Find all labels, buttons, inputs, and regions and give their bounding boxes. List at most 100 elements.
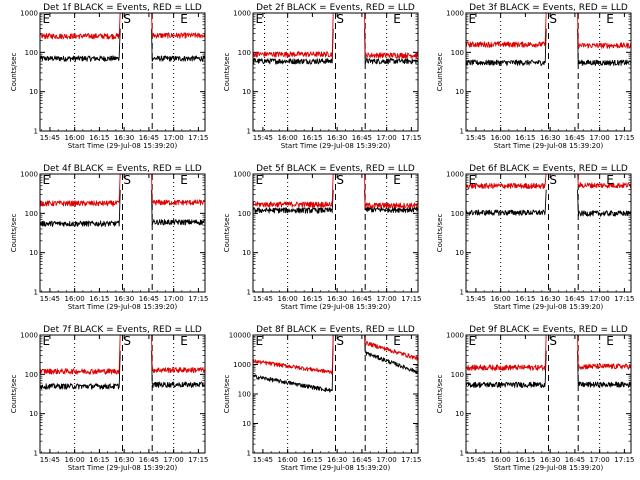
x-tick-label: 17:15	[188, 456, 208, 464]
x-tick-label: 17:00	[377, 134, 397, 142]
y-axis-label: Counts/sec	[10, 214, 18, 253]
detector-panel-4: Det 4f BLACK = Events, RED = LLD Counts/s…	[10, 164, 208, 311]
event-marker: S	[123, 334, 131, 348]
event-marker: S	[549, 334, 557, 348]
x-tick-label: 15:45	[466, 295, 486, 303]
y-tick-label: 10000	[229, 332, 251, 340]
x-tick-label: 16:30	[114, 456, 134, 464]
y-tick-label: 100	[25, 210, 38, 218]
plot-frame	[465, 173, 632, 293]
panel-title: Det 3f BLACK = Events, RED = LLD	[469, 3, 628, 13]
y-tick-label: 10	[29, 249, 38, 257]
event-marker: E	[468, 12, 476, 26]
plot-frame	[465, 12, 632, 132]
series-line-events	[40, 350, 205, 390]
x-axis-label: Start Time (29-Jul-08 15:39:20)	[281, 303, 391, 311]
event-marker: S	[336, 173, 344, 187]
series-line-lld	[40, 13, 205, 40]
event-marker: E	[255, 12, 263, 26]
y-tick-label: 1	[460, 450, 464, 458]
x-axis-label: Start Time (29-Jul-08 15:39:20)	[494, 303, 604, 311]
y-tick-label: 1000	[20, 171, 38, 179]
y-axis-label: Counts/sec	[223, 214, 231, 253]
series-line-lld	[40, 335, 205, 375]
x-tick-label: 16:00	[65, 295, 85, 303]
x-tick-label: 16:45	[565, 295, 585, 303]
x-tick-label: 17:00	[377, 456, 397, 464]
panel-title: Det 8f BLACK = Events, RED = LLD	[256, 325, 415, 335]
x-tick-label: 16:00	[491, 134, 511, 142]
y-tick-label: 100	[451, 371, 464, 379]
x-tick-label: 15:45	[466, 134, 486, 142]
x-tick-label: 15:45	[40, 134, 60, 142]
panel-title: Det 9f BLACK = Events, RED = LLD	[469, 325, 628, 335]
event-marker: S	[123, 173, 131, 187]
x-tick-label: 16:00	[65, 456, 85, 464]
y-tick-label: 100	[25, 49, 38, 57]
x-tick-label: 17:15	[401, 456, 421, 464]
series-line-events	[40, 28, 205, 62]
y-tick-label: 1	[34, 450, 38, 458]
series-line-lld	[466, 13, 631, 49]
series-line-lld	[253, 13, 418, 59]
x-axis-label: Start Time (29-Jul-08 15:39:20)	[494, 464, 604, 472]
detector-panel-1: Det 1f BLACK = Events, RED = LLD Counts/s…	[10, 3, 208, 150]
plot-frame	[252, 334, 419, 454]
panel-title: Det 1f BLACK = Events, RED = LLD	[43, 3, 202, 13]
x-tick-label: 15:45	[253, 456, 273, 464]
y-tick-label: 10	[455, 249, 464, 257]
y-tick-label: 100	[451, 49, 464, 57]
event-marker: E	[180, 173, 188, 187]
plot-frame	[252, 173, 419, 293]
x-tick-label: 16:45	[352, 456, 372, 464]
y-axis-label: Counts/sec	[223, 375, 231, 414]
event-marker: E	[393, 12, 401, 26]
x-tick-label: 15:45	[253, 295, 273, 303]
x-tick-label: 16:30	[327, 295, 347, 303]
series-line-lld	[466, 335, 631, 371]
series-line-events	[466, 28, 631, 66]
x-tick-label: 16:30	[327, 456, 347, 464]
event-marker: E	[468, 173, 476, 187]
x-tick-label: 16:45	[565, 456, 585, 464]
x-tick-label: 16:30	[540, 295, 560, 303]
x-tick-label: 17:00	[377, 295, 397, 303]
event-marker: E	[393, 334, 401, 348]
detector-panel-3: Det 3f BLACK = Events, RED = LLD Counts/s…	[436, 3, 634, 150]
event-marker: E	[42, 334, 50, 348]
y-tick-label: 10	[29, 410, 38, 418]
series-line-lld	[253, 174, 418, 209]
x-tick-label: 15:45	[466, 456, 486, 464]
event-marker: E	[180, 334, 188, 348]
panel-title: Det 6f BLACK = Events, RED = LLD	[469, 164, 628, 174]
y-tick-label: 1	[34, 289, 38, 297]
x-tick-label: 16:15	[89, 295, 109, 303]
series-line-events	[40, 189, 205, 227]
x-tick-label: 17:15	[614, 456, 634, 464]
detector-panel-7: Det 7f BLACK = Events, RED = LLD Counts/s…	[10, 325, 208, 472]
y-axis-label: Counts/sec	[223, 53, 231, 92]
y-tick-label: 1000	[20, 332, 38, 340]
x-tick-label: 17:00	[590, 134, 610, 142]
plot-frame	[252, 12, 419, 132]
x-tick-label: 17:15	[614, 295, 634, 303]
y-tick-label: 1000	[233, 361, 251, 369]
event-marker: S	[123, 12, 131, 26]
x-tick-label: 17:15	[188, 134, 208, 142]
y-tick-label: 1000	[233, 10, 251, 18]
x-tick-label: 16:45	[139, 134, 159, 142]
y-axis-label: Counts/sec	[10, 53, 18, 92]
x-tick-label: 17:00	[164, 456, 184, 464]
plot-frame	[39, 12, 206, 132]
x-tick-label: 17:15	[614, 134, 634, 142]
y-tick-label: 1	[247, 450, 251, 458]
event-marker: E	[180, 12, 188, 26]
x-axis-label: Start Time (29-Jul-08 15:39:20)	[494, 142, 604, 150]
detector-panel-6: Det 6f BLACK = Events, RED = LLD Counts/s…	[436, 164, 634, 311]
plot-frame	[39, 173, 206, 293]
y-tick-label: 1000	[446, 10, 464, 18]
detector-panel-9: Det 9f BLACK = Events, RED = LLD Counts/s…	[436, 325, 634, 472]
x-tick-label: 15:45	[40, 295, 60, 303]
x-tick-label: 16:15	[89, 456, 109, 464]
